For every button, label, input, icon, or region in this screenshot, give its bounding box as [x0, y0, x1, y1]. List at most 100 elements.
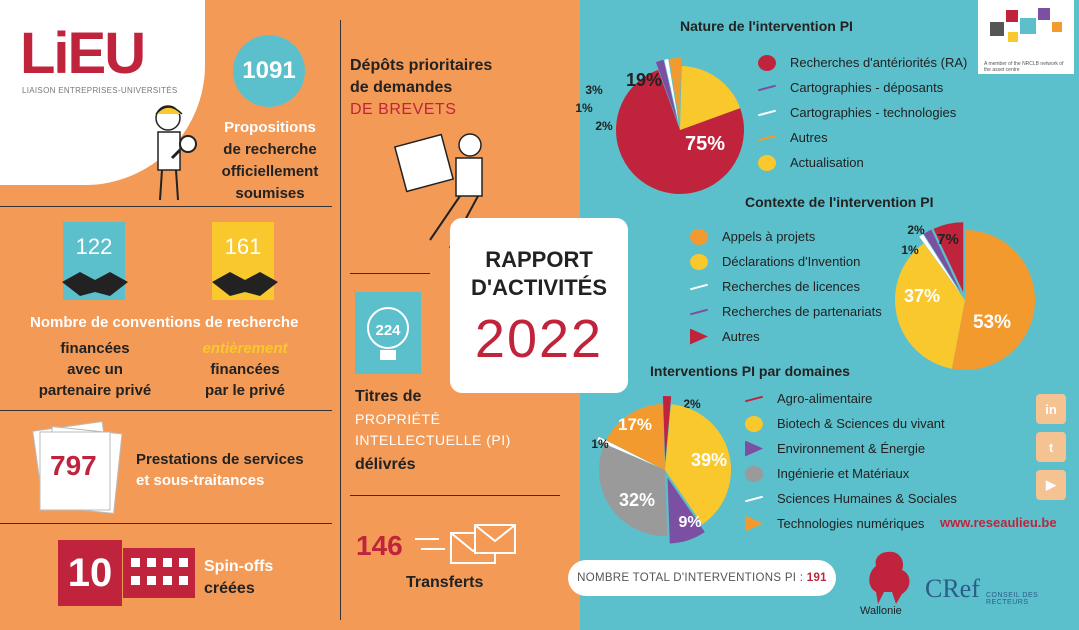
legend-label: Biotech & Sciences du vivant [777, 416, 945, 431]
legend-label: Technologies numériques [777, 516, 925, 531]
report-title-box: RAPPORT D'ACTIVITÉS 2022 [450, 218, 628, 393]
legend-swatch [745, 415, 763, 432]
logo-subtitle: LIAISON ENTREPRISES-UNIVERSITÉS [22, 86, 178, 95]
transferts-number: 146 [356, 530, 403, 561]
legend-label: Environnement & Énergie [777, 441, 926, 456]
legend-swatch [690, 328, 708, 345]
pie-label: 39% [691, 450, 727, 470]
propositions-line: officiellement [221, 163, 319, 180]
legend-swatch [745, 395, 763, 402]
prestations-number: 797 [50, 450, 97, 481]
conventions-highlight: entièrement [202, 340, 288, 357]
pie-slice [895, 243, 965, 369]
pie-label: 53% [973, 312, 1011, 333]
legend-item: Environnement & Énergie [745, 436, 957, 461]
legend-label: Cartographies - déposants [790, 80, 944, 95]
report-line1: RAPPORT [485, 247, 593, 272]
legend-nature: Recherches d'antériorités (RA) Cartograph… [758, 50, 967, 175]
inventor-illustration [393, 133, 483, 249]
prestations-line1: Prestations de services [136, 451, 304, 468]
pie-slice [665, 404, 731, 525]
pie-slice [606, 404, 665, 470]
conventions-left-line: avec un [67, 361, 123, 378]
legend-item: Autres [690, 324, 882, 349]
propositions-line: soumises [235, 185, 305, 202]
network-badge-icon [990, 8, 1062, 42]
divider [0, 410, 332, 411]
divider [350, 495, 560, 496]
legend-label: Recherches de partenariats [722, 304, 882, 319]
pie-label: 2% [595, 119, 613, 133]
propositions-number: 1091 [233, 35, 305, 107]
pie-slice [662, 396, 672, 463]
conventions-left-line: financées [60, 340, 130, 357]
legend-label: Ingénierie et Matériaux [777, 466, 910, 481]
report-year: 2022 [474, 309, 604, 369]
titres-line2: PROPRIÉTÉ [355, 411, 441, 427]
network-badge-caption: A member of the NRCLB network of the ass… [984, 61, 1064, 73]
private-count: 122 [75, 234, 113, 259]
legend-swatch [745, 465, 763, 482]
building-icon [123, 548, 195, 598]
cref-subtitle: CONSEIL DES RECTEURS [986, 592, 1039, 606]
titres-line3: INTELLECTUELLE (PI) [355, 432, 511, 448]
legend-label: Sciences Humaines & Sociales [777, 491, 957, 506]
legend-item: Autres [758, 125, 967, 150]
legend-swatch [758, 109, 776, 116]
legend-item: Recherches de partenariats [690, 299, 882, 324]
pie-slice [655, 59, 678, 123]
total-interventions: NOMBRE TOTAL D'INTERVENTIONS PI : 191 [568, 560, 836, 596]
legend-swatch [758, 54, 776, 71]
legend-item: Actualisation [758, 150, 967, 175]
conventions-right: entièrement financées par le privé [185, 338, 305, 401]
lieu-logo: LiEU [20, 21, 146, 86]
legend-item: Appels à projets [690, 224, 882, 249]
legend-label: Déclarations d'Invention [722, 254, 861, 269]
titres-number: 224 [375, 322, 401, 339]
pie-label: 32% [619, 490, 655, 510]
website-link[interactable]: www.reseaulieu.be [940, 515, 1057, 530]
divider [0, 523, 332, 524]
pie-label: 7% [937, 231, 959, 248]
twitter-icon[interactable]: t [1036, 432, 1066, 462]
legend-swatch [690, 283, 708, 290]
legend-item: Agro-alimentaire [745, 386, 957, 411]
pie-label: 19% [626, 70, 662, 90]
spinoffs-line1: Spin-offs [204, 558, 274, 575]
chart-nature: 75% 2%1% 3% 19% [575, 58, 744, 194]
chart-domaines: 2% 39% 9% 32% 1% 17% [591, 396, 731, 544]
youtube-icon[interactable]: ▶ [1036, 470, 1066, 500]
legend-domaines: Agro-alimentaire Biotech & Sciences du vi… [745, 386, 957, 536]
handshake-icon [212, 272, 278, 296]
divider [350, 273, 430, 274]
legend-item: Cartographies - déposants [758, 75, 967, 100]
depots-highlight: DE BREVETS [350, 101, 457, 118]
chart3-title: Interventions PI par domaines [650, 363, 850, 379]
legend-label: Agro-alimentaire [777, 391, 873, 406]
conventions-right-line: financées [210, 361, 280, 378]
depots-line: de demandes [350, 79, 453, 96]
full-count: 161 [224, 234, 262, 259]
chart2-title: Contexte de l'intervention PI [745, 194, 934, 210]
pie-slice [667, 477, 705, 544]
total-value: 191 [806, 572, 827, 584]
legend-item: Déclarations d'Invention [690, 249, 882, 274]
legend-swatch [745, 495, 763, 502]
legend-item: Biotech & Sciences du vivant [745, 411, 957, 436]
transferts-label: Transferts [406, 574, 484, 591]
legend-label: Actualisation [790, 155, 864, 170]
pie-label: 1% [591, 437, 609, 451]
legend-swatch [758, 154, 776, 171]
titres-line4: délivrés [355, 456, 416, 473]
envelope-icon [415, 524, 516, 564]
pie-slice [616, 69, 744, 194]
legend-item: Sciences Humaines & Sociales [745, 486, 957, 511]
linkedin-icon[interactable]: in [1036, 394, 1066, 424]
legend-swatch [745, 515, 763, 532]
depots-text: Dépôts prioritaires de demandes DE BREVE… [350, 55, 492, 121]
legend-swatch [690, 228, 708, 245]
cref-logo: CRef [925, 574, 980, 603]
propositions-text: Propositions de recherche officiellement… [210, 117, 330, 205]
conventions-title: Nombre de conventions de recherche [30, 314, 299, 331]
legend-swatch [745, 440, 763, 457]
